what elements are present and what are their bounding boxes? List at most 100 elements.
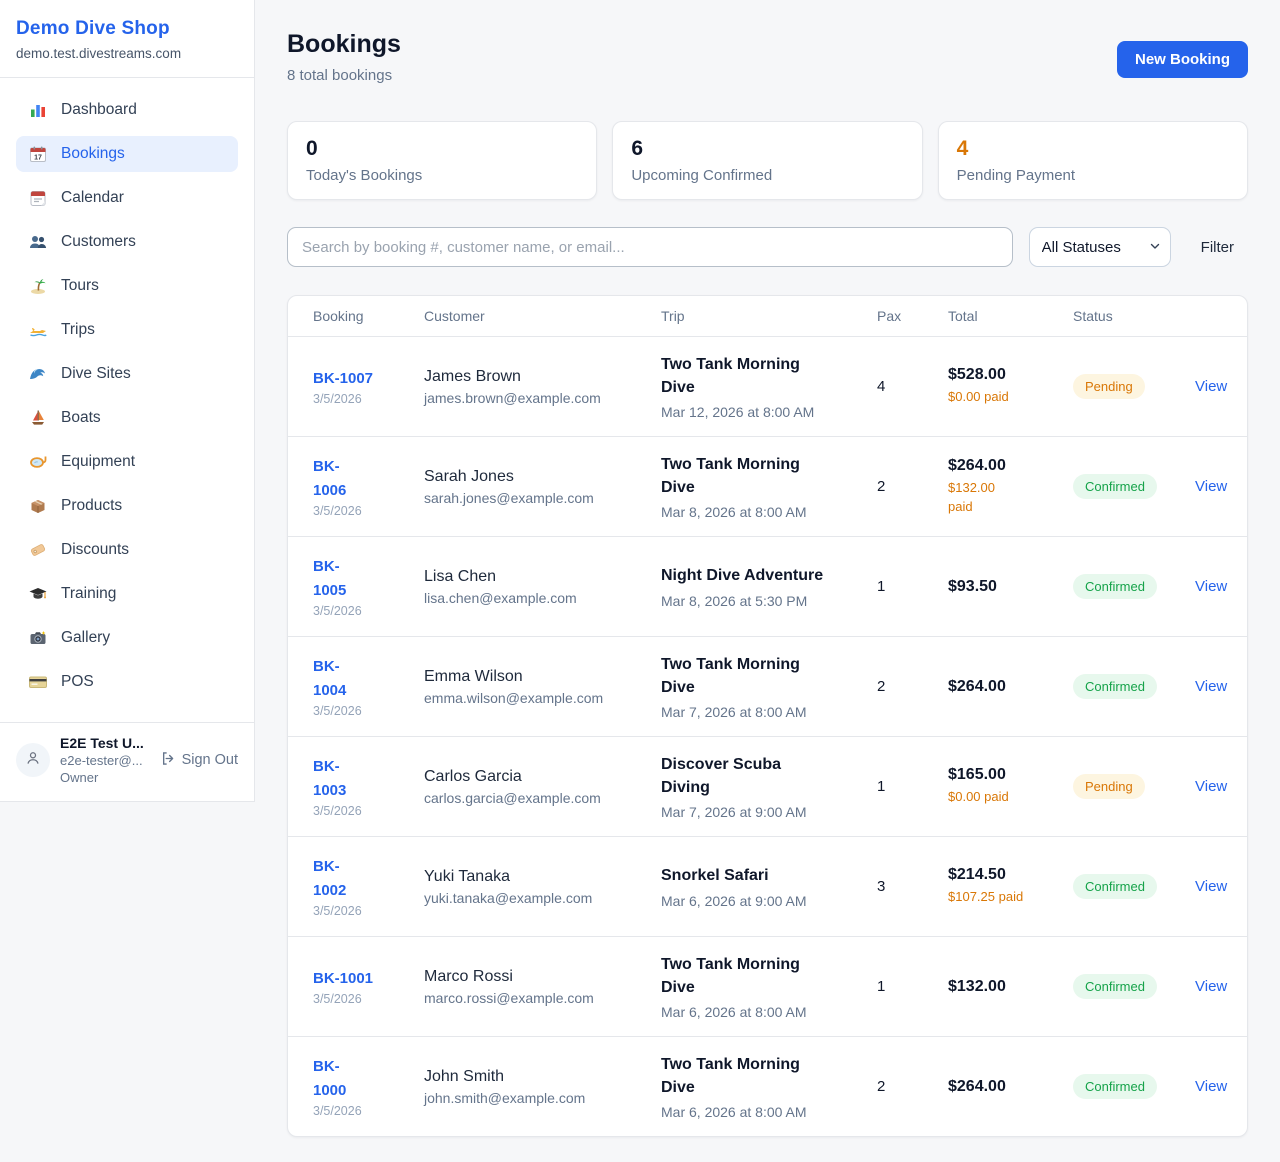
status-badge: Confirmed [1073, 474, 1157, 499]
sign-out-label: Sign Out [181, 752, 238, 768]
trip-datetime: Mar 8, 2026 at 5:30 PM [661, 592, 808, 609]
sidebar-item-dive-sites[interactable]: Dive Sites [16, 356, 238, 392]
customer-cell: James Brown james.brown@example.com [424, 368, 661, 406]
sidebar-item-calendar[interactable]: Calendar [16, 180, 238, 216]
view-link[interactable]: View [1195, 877, 1228, 895]
total-amount: $165.00 [948, 766, 1006, 784]
sidebar-item-discounts[interactable]: Discounts [16, 532, 238, 568]
trip-cell: Night Dive Adventure Mar 8, 2026 at 5:30… [661, 564, 877, 608]
trip-datetime: Mar 6, 2026 at 9:00 AM [661, 892, 807, 909]
status-select[interactable]: All Statuses [1028, 227, 1171, 267]
page-header: Bookings 8 total bookings New Booking [287, 30, 1248, 84]
trip-name: Two Tank Morning Dive [661, 355, 800, 396]
view-link[interactable]: View [1195, 377, 1228, 395]
sidebar-item-trips[interactable]: Trips [16, 312, 238, 348]
customer-email: carlos.garcia@example.com [424, 789, 601, 806]
actions-cell: View [1195, 778, 1247, 796]
shop-domain: demo.test.divestreams.com [16, 46, 182, 61]
booking-number-link[interactable]: BK- 1005 [313, 558, 347, 599]
filter-row: All Statuses Filter [287, 227, 1248, 267]
booking-number-link[interactable]: BK-1007 [313, 369, 374, 387]
status-select-wrap: All Statuses [1028, 227, 1171, 267]
booking-number-link[interactable]: BK- 1006 [313, 458, 347, 499]
sidebar-item-customers[interactable]: Customers [16, 224, 238, 260]
pax-cell: 2 [877, 1078, 886, 1095]
sidebar-item-equipment[interactable]: Equipment [16, 444, 238, 480]
calendar-date-icon: 17 [28, 144, 48, 164]
booking-number-link[interactable]: BK- 1002 [313, 858, 347, 899]
pax-cell: 1 [877, 778, 886, 795]
user-email: e2e-tester@... [60, 753, 143, 768]
main-content: Bookings 8 total bookings New Booking 0 … [255, 0, 1280, 1161]
pax-cell: 1 [877, 578, 886, 595]
sidebar-item-gallery[interactable]: Gallery [16, 620, 238, 656]
status-cell: Confirmed [1073, 1074, 1195, 1099]
booking-date: 3/5/2026 [313, 392, 362, 407]
status-cell: Confirmed [1073, 574, 1195, 599]
bar-chart-icon [28, 100, 48, 120]
customer-name: Emma Wilson [424, 667, 523, 685]
sidebar-item-dashboard[interactable]: Dashboard [16, 92, 238, 128]
table-row: BK-1001 3/5/2026 Marco Rossi marco.rossi… [288, 936, 1247, 1036]
column-header-customer: Customer [424, 308, 485, 324]
booking-number-link[interactable]: BK- 1003 [313, 758, 347, 799]
total-amount: $264.00 [948, 456, 1006, 474]
pax-cell: 3 [877, 878, 886, 895]
booking-number-link[interactable]: BK-1001 [313, 969, 374, 987]
view-link[interactable]: View [1195, 777, 1228, 795]
booking-cell: BK- 1003 3/5/2026 [313, 755, 424, 818]
customer-name: Marco Rossi [424, 967, 513, 985]
trip-datetime: Mar 6, 2026 at 8:00 AM [661, 1104, 807, 1121]
customer-name: Carlos Garcia [424, 767, 522, 785]
stat-value: 4 [956, 137, 969, 160]
actions-cell: View [1195, 878, 1247, 896]
view-link[interactable]: View [1195, 477, 1228, 495]
total-cell: $214.50 $107.25 paid [948, 866, 1073, 907]
total-amount: $264.00 [948, 1077, 1006, 1095]
status-cell: Confirmed [1073, 674, 1195, 699]
total-cell: $528.00 $0.00 paid [948, 366, 1073, 407]
trip-name: Two Tank Morning Dive [661, 1055, 800, 1096]
view-link[interactable]: View [1195, 977, 1228, 995]
customer-cell: John Smith john.smith@example.com [424, 1068, 661, 1106]
user-info: E2E Test U... e2e-tester@... Owner [60, 735, 149, 785]
sidebar-item-products[interactable]: Products [16, 488, 238, 524]
sidebar-item-boats[interactable]: Boats [16, 400, 238, 436]
total-cell: $264.00 $132.00 paid [948, 457, 1073, 517]
column-header-status: Status [1073, 308, 1113, 324]
status-cell: Confirmed [1073, 874, 1195, 899]
sidebar-item-pos[interactable]: POS [16, 664, 238, 700]
stat-card-todays-bookings: 0 Today's Bookings [287, 121, 598, 200]
view-link[interactable]: View [1195, 577, 1228, 595]
table-header-row: Booking Customer Trip Pax Total Status [288, 296, 1247, 336]
trip-name: Discover Scuba Diving [661, 755, 782, 796]
stat-value: 0 [306, 137, 318, 160]
tear-calendar-icon [28, 188, 48, 208]
booking-number-link[interactable]: BK- 1000 [313, 1058, 347, 1099]
filter-button[interactable]: Filter [1187, 239, 1248, 256]
person-icon [24, 749, 42, 772]
view-link[interactable]: View [1195, 677, 1228, 695]
column-header-pax: Pax [877, 308, 902, 324]
view-link[interactable]: View [1195, 1077, 1228, 1095]
booking-date: 3/5/2026 [313, 703, 362, 718]
paid-amount: $0.00 paid [948, 789, 1009, 805]
total-amount: $132.00 [948, 977, 1006, 995]
new-booking-button[interactable]: New Booking [1116, 41, 1248, 78]
page-header-text: Bookings 8 total bookings [287, 30, 401, 84]
search-input[interactable] [287, 227, 1013, 267]
sidebar-item-bookings[interactable]: 17 Bookings [16, 136, 238, 172]
sidebar-item-tours[interactable]: Tours [16, 268, 238, 304]
booking-cell: BK-1001 3/5/2026 [313, 967, 424, 1006]
customer-email: sarah.jones@example.com [424, 489, 594, 506]
sidebar-item-training[interactable]: Training [16, 576, 238, 612]
total-cell: $93.50 [948, 578, 1073, 596]
user-name: E2E Test U... [60, 735, 144, 751]
sign-out-button[interactable]: Sign Out [159, 750, 238, 771]
page-subtitle: 8 total bookings [287, 67, 393, 84]
booking-date: 3/5/2026 [313, 803, 362, 818]
booking-cell: BK-1007 3/5/2026 [313, 367, 424, 406]
pax-cell: 2 [877, 478, 886, 495]
booking-number-link[interactable]: BK- 1004 [313, 658, 347, 699]
customer-email: emma.wilson@example.com [424, 689, 604, 706]
